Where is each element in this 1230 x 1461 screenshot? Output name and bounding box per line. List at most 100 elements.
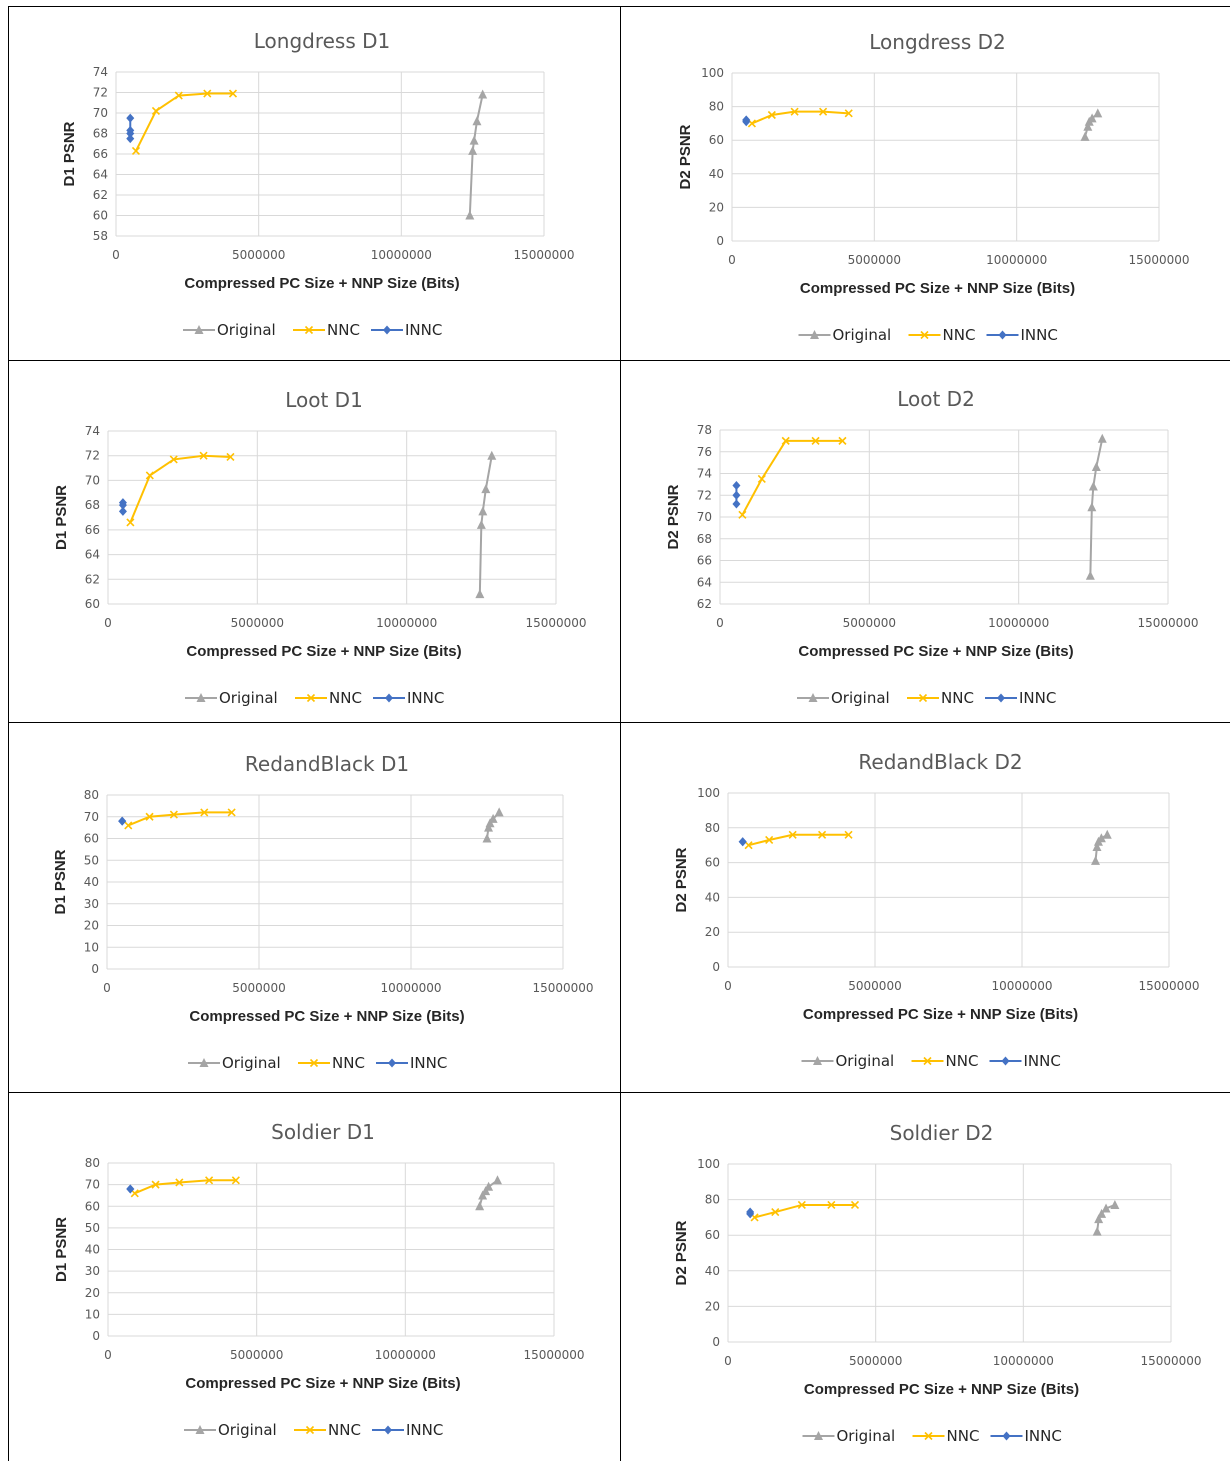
data-point — [118, 816, 127, 826]
legend-marker — [383, 325, 391, 335]
x-axis-label: Compressed PC Size + NNP Size (Bits) — [803, 1006, 1078, 1023]
y-tick-label: 80 — [709, 100, 724, 114]
series-innc — [742, 115, 751, 127]
x-tick-label: 5000000 — [230, 1348, 283, 1362]
series-original — [1092, 1199, 1120, 1236]
series-innc — [732, 480, 741, 509]
series-innc — [126, 1184, 135, 1194]
data-point — [151, 1180, 160, 1189]
data-point — [811, 436, 820, 445]
x-tick-label: 0 — [728, 253, 736, 267]
data-point — [790, 107, 799, 116]
data-point — [738, 510, 747, 519]
legend-marker — [305, 1425, 315, 1435]
chart-title: Soldier D1 — [271, 1120, 375, 1144]
legend-label: NNC — [328, 1421, 361, 1439]
x-axis-label: Compressed PC Size + NNP Size (Bits) — [189, 1008, 464, 1025]
y-tick-label: 50 — [84, 853, 99, 867]
chart-title: RedandBlack D1 — [245, 752, 409, 776]
y-tick-label: 60 — [84, 832, 99, 846]
chart-panel-soldier-d2: Soldier D2 0 20 40 60 80 100 0 5000000 10000000 15… — [620, 1092, 1230, 1461]
legend-marker — [998, 330, 1007, 340]
legend-label: NNC — [329, 689, 362, 707]
y-tick-label: 50 — [85, 1221, 100, 1235]
data-point — [844, 830, 853, 839]
legend-item-nnc: NNC — [298, 1054, 365, 1072]
y-tick-label: 20 — [84, 919, 99, 933]
data-point — [732, 499, 741, 509]
legend-marker — [924, 1431, 933, 1441]
legend-item-original: Original — [797, 689, 890, 707]
y-tick-label: 70 — [84, 810, 99, 824]
data-point — [227, 808, 236, 817]
data-point — [1088, 481, 1098, 491]
x-tick-label: 10000000 — [380, 981, 441, 995]
x-tick-label: 15000000 — [525, 616, 586, 630]
chart-panel-loot-d2: Loot D2 62 64 66 68 70 72 74 76 78 0 5000000 1000000… — [620, 360, 1230, 722]
legend-marker — [194, 325, 204, 334]
y-tick-label: 30 — [85, 1264, 100, 1278]
legend-label: Original — [217, 321, 276, 339]
data-point — [118, 506, 127, 516]
x-axis-label: Compressed PC Size + NNP Size (Bits) — [800, 280, 1075, 297]
data-point — [838, 436, 847, 445]
y-axis-label: D2 PSNR — [673, 847, 690, 912]
chart-title: Loot D2 — [897, 387, 975, 411]
chart-svg: Soldier D1 0 10 20 30 40 50 60 70 80 0 5000000 10000… — [53, 1120, 585, 1439]
legend-label: INNC — [1019, 689, 1056, 707]
y-tick-label: 70 — [697, 510, 712, 524]
series-original — [482, 807, 504, 843]
y-tick-label: 70 — [85, 1178, 100, 1192]
legend-item-nnc: NNC — [912, 1427, 979, 1445]
legend-marker — [813, 1056, 822, 1065]
x-axis-label: Compressed PC Size + NNP Size (Bits) — [184, 275, 459, 292]
y-tick-label: 72 — [85, 449, 100, 463]
chart-svg: Loot D2 62 64 66 68 70 72 74 76 78 0 5000000 1000000… — [665, 387, 1199, 707]
y-tick-label: 68 — [93, 127, 108, 141]
data-point — [850, 1200, 860, 1210]
data-point — [475, 1201, 485, 1211]
data-point — [797, 1200, 806, 1210]
y-tick-label: 20 — [705, 925, 720, 939]
legend-marker — [385, 693, 393, 703]
series-innc — [746, 1207, 755, 1219]
data-point — [476, 519, 486, 529]
legend-label: Original — [831, 689, 890, 707]
legend-marker — [309, 1058, 319, 1068]
frame-left — [8, 6, 9, 1461]
legend-marker — [1001, 1056, 1010, 1066]
x-tick-label: 5000000 — [232, 981, 285, 995]
y-tick-label: 0 — [716, 234, 724, 248]
legend-item-innc: INNC — [986, 326, 1058, 344]
legend-label: INNC — [410, 1054, 447, 1072]
data-point — [1091, 855, 1100, 865]
legend-item-original: Original — [185, 689, 278, 707]
legend-item-innc: INNC — [376, 1054, 447, 1072]
legend-item-original: Original — [184, 1421, 277, 1439]
y-tick-label: 80 — [84, 788, 99, 802]
data-point — [481, 484, 491, 494]
data-point — [1087, 113, 1097, 123]
x-tick-label: 0 — [104, 616, 112, 630]
data-point — [226, 452, 235, 462]
y-tick-label: 76 — [697, 445, 712, 459]
x-tick-label: 0 — [112, 248, 120, 262]
data-point — [1097, 1208, 1107, 1218]
legend-item-original: Original — [188, 1054, 281, 1072]
data-point — [818, 830, 827, 839]
series-line — [135, 92, 233, 152]
legend-item-nnc: NNC — [911, 1052, 978, 1070]
legend-item-innc: INNC — [985, 689, 1056, 707]
data-point — [1092, 841, 1102, 851]
data-point — [478, 506, 488, 516]
legend-item-nnc: NNC — [293, 321, 360, 339]
legend-label: INNC — [1024, 1052, 1061, 1070]
chart-title: Longdress D2 — [869, 30, 1006, 54]
data-point — [1085, 570, 1095, 580]
y-tick-label: 74 — [93, 65, 108, 79]
legend-marker — [388, 1058, 396, 1068]
x-tick-label: 5000000 — [849, 1354, 902, 1368]
x-tick-label: 10000000 — [991, 979, 1052, 993]
legend-item-nnc: NNC — [295, 689, 362, 707]
